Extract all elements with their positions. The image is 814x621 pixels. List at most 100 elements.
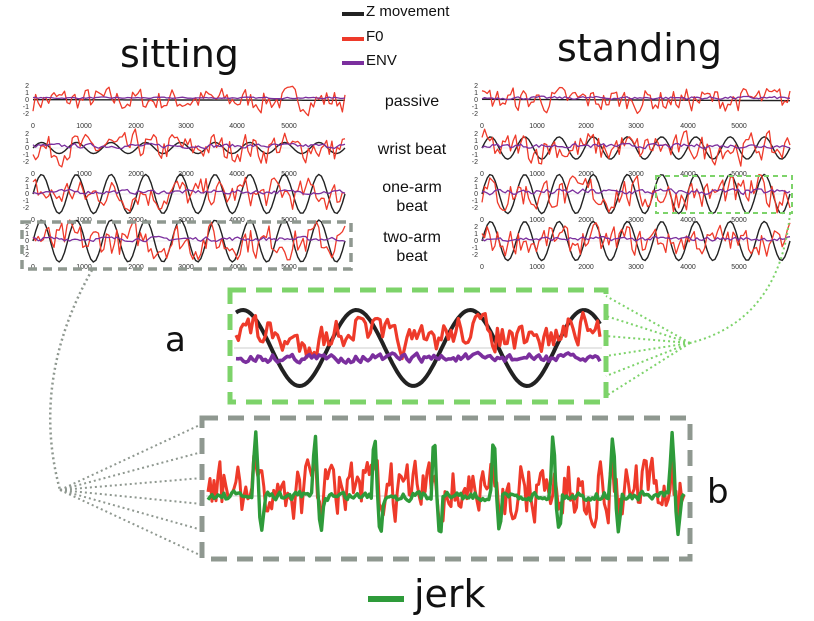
standing-two-arm-beat-f0-line — [481, 222, 791, 257]
sitting-passive-xtick: 0 — [31, 123, 35, 130]
sitting-wrist-beat-f0-line — [32, 128, 346, 168]
standing-one-arm-beat-ytick: -1 — [472, 198, 478, 205]
sitting-passive-env-line — [32, 96, 346, 100]
sitting-two-arm-highlight-box — [20, 220, 353, 271]
sitting-one-arm-beat-ytick: 1 — [25, 184, 29, 191]
condition-wrist-beat: wrist beat — [377, 141, 447, 158]
sitting-title: sitting — [120, 32, 239, 76]
panel-a-movement-line — [234, 308, 602, 388]
panel-a-connector-5 — [605, 342, 691, 397]
standing-two-arm-beat-ytick: 1 — [474, 231, 478, 238]
panel-b-connector-0 — [59, 423, 203, 491]
standing-passive-ytick: 2 — [474, 83, 478, 90]
sitting-one-arm-beat-ytick: 2 — [25, 177, 29, 184]
panel-a-connector-1 — [605, 315, 691, 344]
standing-passive-ytick: -2 — [472, 111, 478, 118]
standing-one-arm-beat-env-line — [482, 188, 791, 196]
sitting-passive-movement-line — [33, 98, 345, 102]
sitting-passive-ytick: -1 — [23, 104, 29, 111]
standing-two-arm-beat-xtick: 1000 — [529, 264, 545, 271]
legend-swatch-movement — [342, 12, 364, 16]
sitting-wrist-beat-xtick: 4000 — [229, 171, 245, 178]
standing-one-arm-beat-xtick: 3000 — [628, 217, 644, 224]
sitting-passive-xtick: 4000 — [229, 123, 245, 130]
sitting-wrist-beat-env-line — [32, 142, 346, 150]
sitting-wrist-beat-ytick: -1 — [23, 152, 29, 159]
standing-two-arm-beat-ytick: 0 — [474, 238, 478, 245]
condition-one-arm-beat: one-arm beat — [382, 179, 442, 215]
standing-wrist-beat-ytick: 1 — [474, 138, 478, 145]
sitting-one-arm-beat-ytick: -1 — [23, 198, 29, 205]
standing-passive-xtick: 2000 — [578, 123, 594, 130]
sitting-passive-ytick: -2 — [23, 111, 29, 118]
standing-one-arm-beat-xtick: 1000 — [529, 217, 545, 224]
sitting-wrist-beat-ytick: 0 — [25, 145, 29, 152]
panel-a-connector-0 — [605, 295, 691, 344]
standing-passive-ytick: -1 — [472, 104, 478, 111]
sitting-two-arm-beat-ytick: -1 — [23, 245, 29, 252]
sitting-two-arm-beat-ytick: 0 — [25, 238, 29, 245]
legend-swatch-jerk — [368, 596, 404, 602]
standing-wrist-beat-xtick: 0 — [480, 171, 484, 178]
standing-wrist-beat-ytick: -1 — [472, 152, 478, 159]
standing-two-arm-beat-xtick: 4000 — [680, 264, 696, 271]
sitting-one-arm-beat-ytick: -2 — [23, 205, 29, 212]
standing-one-arm-beat-xtick: 4000 — [680, 217, 696, 224]
panel-a-f0-line — [234, 311, 602, 361]
standing-wrist-beat-env-line — [481, 142, 791, 150]
standing-two-arm-beat-xtick: 2000 — [578, 264, 594, 271]
standing-passive-f0-line — [481, 86, 791, 115]
standing-passive-xtick: 1000 — [529, 123, 545, 130]
standing-one-arm-beat-ytick: 2 — [474, 177, 478, 184]
standing-wrist-beat-ytick: -2 — [472, 159, 478, 166]
sitting-wrist-beat-xtick: 1000 — [76, 171, 92, 178]
panel-b-jerk-line — [206, 430, 686, 537]
standing-wrist-beat-xtick: 3000 — [628, 171, 644, 178]
sitting-two-arm-beat-f0-line — [32, 219, 346, 261]
legend-swatch-env — [342, 61, 364, 65]
sitting-passive-xtick: 1000 — [76, 123, 92, 130]
sitting-one-arm-beat-xtick: 0 — [31, 217, 35, 224]
standing-wrist-beat-ytick: 0 — [474, 145, 478, 152]
sitting-two-arm-beat-xtick: 1000 — [76, 264, 92, 271]
sitting-wrist-beat-xtick: 3000 — [178, 171, 194, 178]
sitting-one-arm-beat-env-line — [32, 188, 346, 196]
sitting-wrist-beat-ytick: 1 — [25, 138, 29, 145]
condition-passive: passive — [384, 93, 440, 110]
sitting-one-arm-beat-f0-line — [32, 176, 346, 213]
sitting-passive-ytick: 0 — [25, 97, 29, 104]
panel-a-env-line — [235, 350, 602, 365]
sitting-passive-xtick: 3000 — [178, 123, 194, 130]
standing-two-arm-beat-ytick: -1 — [472, 245, 478, 252]
standing-passive-xtick: 0 — [480, 123, 484, 130]
legend-label-jerk: jerk — [414, 572, 486, 616]
legend-label-movement: Z movement — [366, 3, 450, 20]
standing-one-arm-beat-xtick: 0 — [480, 217, 484, 224]
panel-a-connector-4 — [605, 342, 691, 377]
legend-label-env: ENV — [366, 52, 397, 69]
sitting-to-b-connector — [48, 269, 94, 491]
legend-label-f0: F0 — [366, 28, 384, 45]
sitting-passive-ytick: 2 — [25, 83, 29, 90]
sitting-two-arm-beat-env-line — [32, 235, 346, 243]
panel-letter-a: a — [165, 320, 186, 360]
standing-two-arm-beat-xtick: 5000 — [731, 264, 747, 271]
standing-two-arm-beat-env-line — [481, 235, 791, 242]
sitting-one-arm-beat-xtick: 3000 — [178, 217, 194, 224]
standing-wrist-beat-xtick: 5000 — [731, 171, 747, 178]
panel-a-connector-3 — [605, 342, 691, 357]
standing-wrist-beat-xtick: 1000 — [529, 171, 545, 178]
standing-wrist-beat-f0-line — [481, 128, 791, 167]
legend-swatch-f0 — [342, 37, 364, 41]
sitting-one-arm-beat-xtick: 2000 — [128, 217, 144, 224]
sitting-two-arm-beat-ytick: -2 — [23, 252, 29, 259]
sitting-two-arm-beat-xtick: 4000 — [229, 264, 245, 271]
sitting-passive-xtick: 5000 — [281, 123, 297, 130]
standing-one-arm-beat-ytick: 1 — [474, 184, 478, 191]
sitting-one-arm-beat-xtick: 5000 — [281, 217, 297, 224]
sitting-two-arm-beat-ytick: 2 — [25, 224, 29, 231]
standing-passive-env-line — [481, 95, 790, 101]
sitting-wrist-beat-ytick: 2 — [25, 131, 29, 138]
standing-one-arm-highlight-box — [655, 175, 793, 214]
standing-passive-xtick: 3000 — [628, 123, 644, 130]
